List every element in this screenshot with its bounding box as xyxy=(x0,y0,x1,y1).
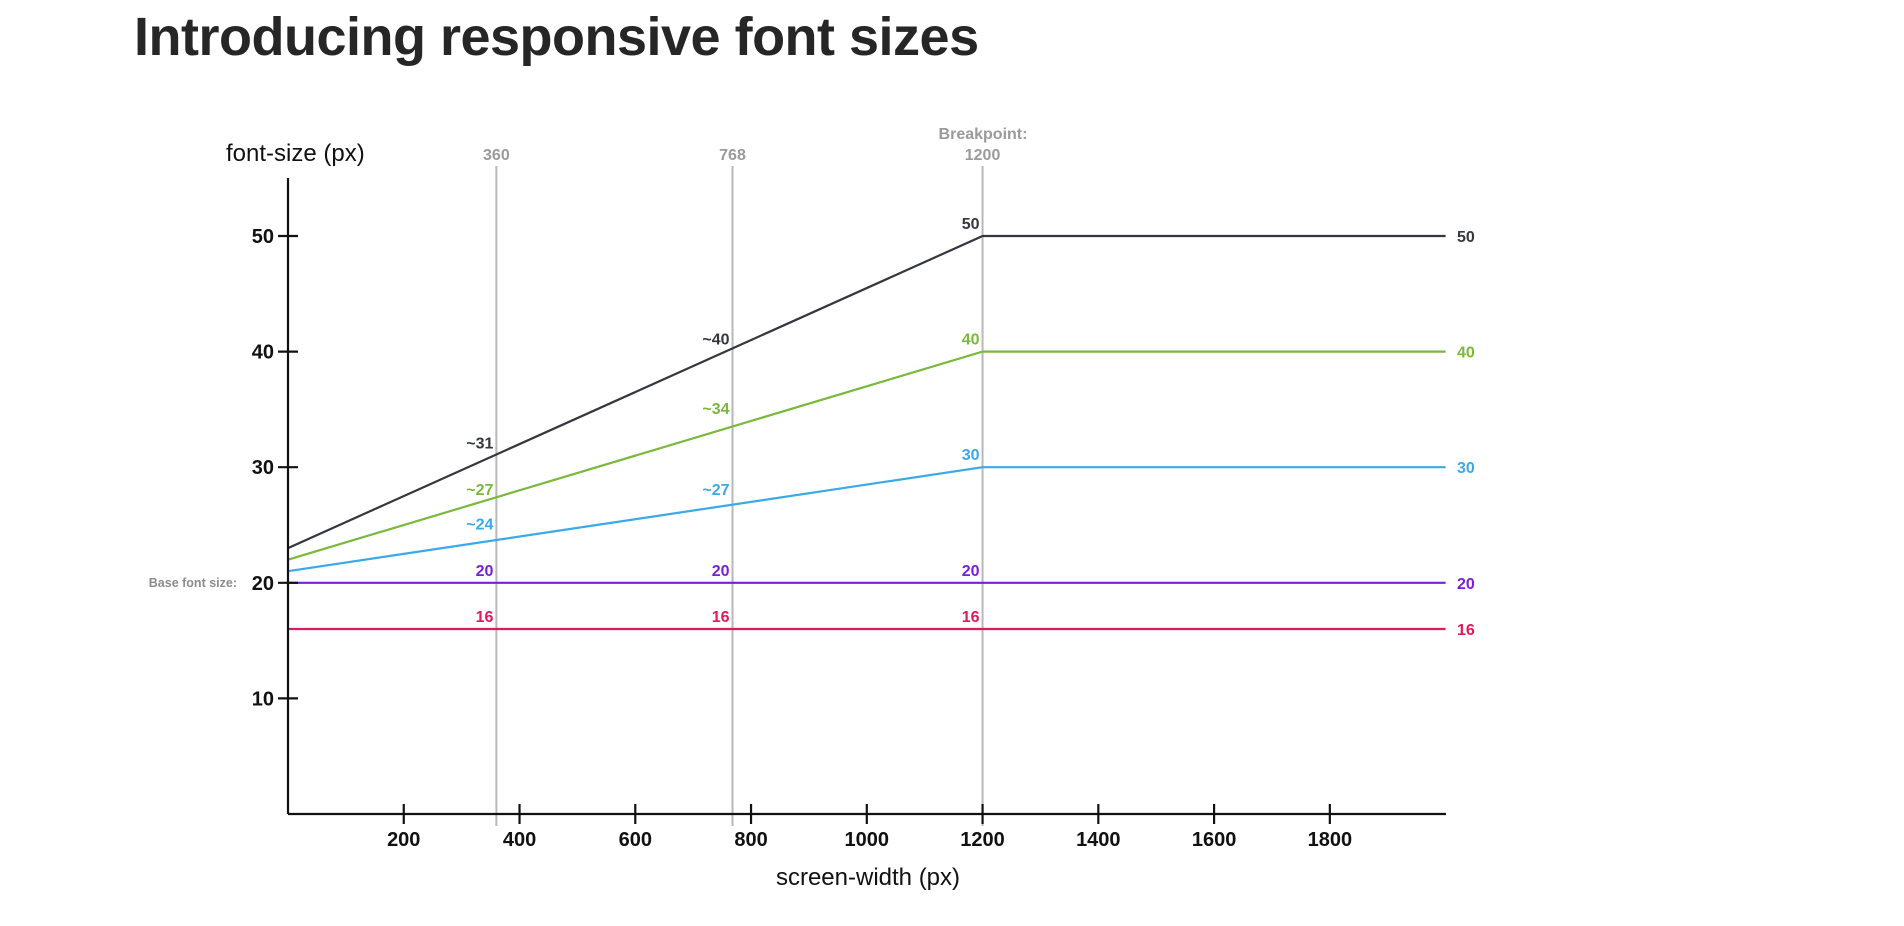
data-label-40-768: ~34 xyxy=(702,401,729,418)
end-label-40: 40 xyxy=(1457,345,1475,362)
y-tick-label-30: 30 xyxy=(252,457,274,479)
y-tick-label-50: 50 xyxy=(252,226,274,248)
end-label-16: 16 xyxy=(1457,622,1475,639)
data-label-20-768: 20 xyxy=(712,563,730,580)
x-tick-label-1600: 1600 xyxy=(1192,829,1237,851)
data-label-16-1200: 16 xyxy=(962,609,980,626)
data-label-30-768: ~27 xyxy=(702,482,729,499)
data-label-40-1200: 40 xyxy=(962,332,980,349)
y-tick-label-40: 40 xyxy=(252,342,274,364)
x-tick-label-1400: 1400 xyxy=(1076,829,1121,851)
series-lines xyxy=(287,234,1446,631)
y-tick-label-20: 20 xyxy=(252,573,274,595)
x-tick-label-1000: 1000 xyxy=(845,829,890,851)
data-label-30-1200: 30 xyxy=(962,447,980,464)
breakpoint-title: Breakpoint: xyxy=(939,126,1028,143)
data-label-50-768: ~40 xyxy=(702,332,729,349)
series-line-50 xyxy=(287,234,1446,550)
data-label-50-1200: 50 xyxy=(962,216,980,233)
y-axis-label: font-size (px) xyxy=(226,140,365,167)
x-axis-label: screen-width (px) xyxy=(776,864,960,891)
data-label-16-360: 16 xyxy=(476,609,494,626)
series-line-30 xyxy=(287,466,1446,573)
series-line-40 xyxy=(287,350,1446,561)
breakpoint-lines xyxy=(495,166,984,826)
breakpoint-label-1200: 1200 xyxy=(965,147,1001,164)
end-label-30: 30 xyxy=(1457,460,1475,477)
data-label-50-360: ~31 xyxy=(466,436,493,453)
axis-ticks: 200 400 600 800 1000 1200 1400 1600 1800 10 20 30 40… xyxy=(252,226,1352,851)
base-font-size-label: Base font size: xyxy=(149,576,237,590)
x-tick-label-600: 600 xyxy=(619,829,652,851)
x-tick-label-1800: 1800 xyxy=(1308,829,1353,851)
breakpoint-label-768: 768 xyxy=(719,147,746,164)
data-label-40-360: ~27 xyxy=(466,482,493,499)
x-tick-label-400: 400 xyxy=(503,829,536,851)
y-tick-label-10: 10 xyxy=(252,688,274,710)
x-tick-label-800: 800 xyxy=(734,829,767,851)
x-tick-label-1200: 1200 xyxy=(960,829,1005,851)
data-labels: 360 768 1200 ~31 ~40 50 50 ~27 ~34 40 40 ~24 ~27 30 30… xyxy=(466,147,1475,639)
x-tick-label-200: 200 xyxy=(387,829,420,851)
data-label-16-768: 16 xyxy=(712,609,730,626)
data-label-20-1200: 20 xyxy=(962,563,980,580)
axes xyxy=(286,178,1446,816)
data-label-30-360: ~24 xyxy=(466,517,493,534)
breakpoint-label-360: 360 xyxy=(483,147,510,164)
end-label-20: 20 xyxy=(1457,576,1475,593)
data-label-20-360: 20 xyxy=(476,563,494,580)
end-label-50: 50 xyxy=(1457,229,1475,246)
page-title: Introducing responsive font sizes xyxy=(134,7,979,67)
